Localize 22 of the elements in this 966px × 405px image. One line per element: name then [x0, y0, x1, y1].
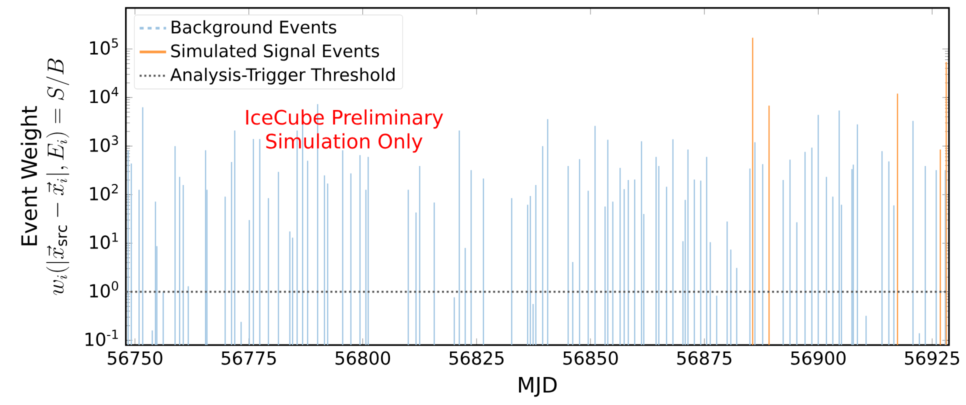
y-tick-label: 10$^{5}$: [90, 38, 118, 55]
x-axis-title: MJD: [519, 376, 557, 397]
legend-label: Analysis-Trigger Threshold: [170, 68, 395, 84]
y-tick-label: 10$^{0}$: [90, 281, 118, 298]
legend-label: Simulated Signal Events: [171, 44, 380, 61]
x-tick-label: 56875: [677, 351, 732, 365]
y-tick-label: 10$^{2}$: [90, 184, 118, 200]
x-tick-label: 56850: [563, 351, 618, 365]
y-axis-title: $\begin{array}{c}\text{Event Weight}\\ w_i(|\vec{x}_{\mathrm{src}}-\vec{x}_i|,E_i)=S/B\end{array}$: [20, 58, 70, 295]
legend-label: Background Events: [172, 20, 336, 37]
annotation: IceCube Preliminary: [246, 109, 444, 129]
y-tick-label: 10$^{3}$: [90, 135, 118, 152]
x-tick-label: 56750: [108, 351, 162, 365]
x-tick-label: 56775: [222, 351, 276, 365]
x-tick-label: 56925: [904, 351, 960, 365]
x-tick-label: 56900: [791, 351, 846, 365]
x-tick-label: 56825: [449, 351, 504, 365]
annotation: Simulation Only: [266, 133, 422, 153]
y-tick-label: 10$^{1}$: [90, 232, 118, 249]
y-tick-label: 10$^{4}$: [90, 86, 118, 104]
y-tick-label: 10$^{-1}$: [86, 330, 118, 346]
x-tick-label: 56800: [336, 351, 390, 365]
